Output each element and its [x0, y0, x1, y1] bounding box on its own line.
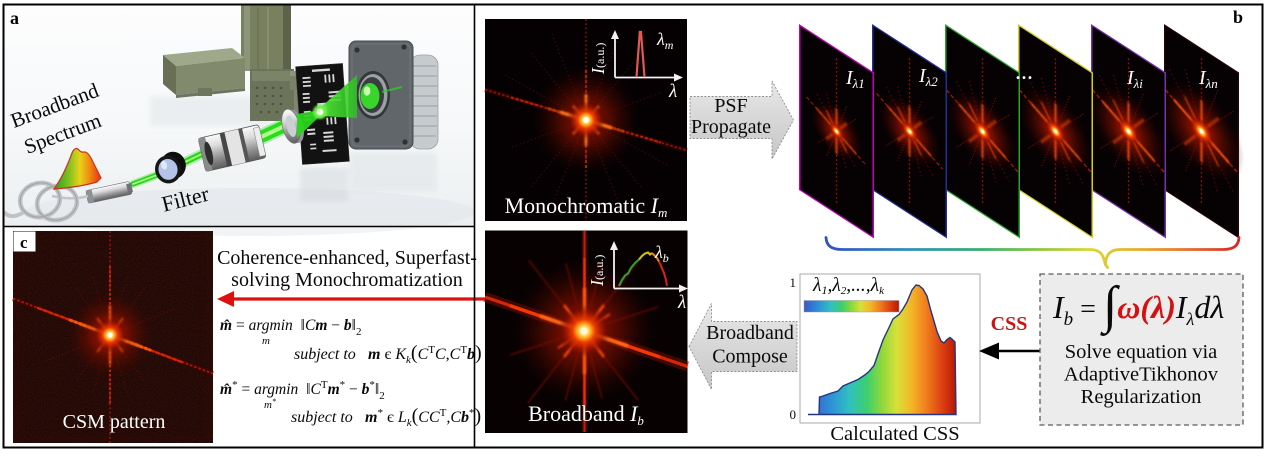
svg-text:m*: m* [264, 397, 276, 411]
svg-text:Broadband Ib: Broadband Ib [528, 401, 644, 428]
svg-text:AdaptiveTikhonov: AdaptiveTikhonov [1064, 364, 1219, 386]
svg-text:Iλn: Iλn [1198, 67, 1218, 91]
svg-text:I(a.u.): I(a.u.) [587, 255, 607, 287]
svg-text:a: a [10, 8, 19, 28]
svg-text:m̂ = argmin ‖Cm − b‖2: m̂ = argmin ‖Cm − b‖2 [220, 317, 362, 338]
svg-text:m̂* = argmin ‖CTm* − b*‖2: m̂* = argmin ‖CTm* − b*‖2 [220, 379, 385, 402]
svg-text:Calculated CSS: Calculated CSS [830, 423, 959, 445]
svg-text:m: m [262, 335, 270, 347]
svg-text:λ: λ [677, 292, 686, 313]
svg-text:CSM pattern: CSM pattern [63, 411, 166, 433]
svg-text:m*єLk(CCT,Cb*): m* є Lk(CCT,Cb*) [365, 405, 481, 429]
svg-text:subject to: subject to [294, 346, 356, 363]
svg-text:0: 0 [790, 407, 797, 422]
svg-text:Compose: Compose [712, 346, 788, 368]
svg-text:Solve equation via: Solve equation via [1065, 341, 1218, 363]
svg-text:Broadband: Broadband [706, 322, 794, 344]
svg-text:Coherence-enhanced, Superfast-: Coherence-enhanced, Superfast- [217, 247, 477, 269]
svg-text:λ1,λ2,...,λk: λ1,λ2,...,λk [812, 275, 885, 297]
svg-text:Propagate: Propagate [691, 116, 771, 138]
svg-text:...: ... [1015, 59, 1033, 85]
svg-text:Iλ2: Iλ2 [918, 65, 938, 89]
svg-text:I(a.u.): I(a.u.) [588, 43, 608, 75]
svg-text:solving Monochromatization: solving Monochromatization [231, 269, 463, 291]
svg-text:subject to: subject to [291, 409, 353, 426]
svg-text:b: b [1233, 7, 1243, 27]
svg-text:PSF: PSF [714, 95, 747, 117]
svg-text:Monochromatic Im: Monochromatic Im [505, 193, 668, 220]
svg-text:1: 1 [790, 275, 797, 290]
svg-text:CSS: CSS [991, 313, 1028, 335]
svg-text:Regularization: Regularization [1081, 386, 1202, 408]
svg-text:λ: λ [668, 81, 677, 102]
svg-text:c: c [20, 233, 28, 252]
